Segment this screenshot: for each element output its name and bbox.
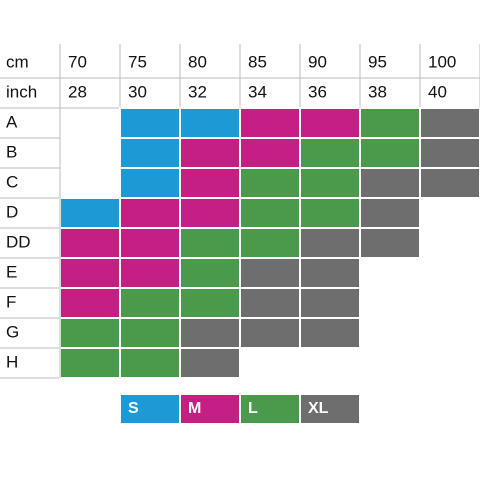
header-value: 90 bbox=[308, 52, 327, 71]
cup-label: DD bbox=[6, 232, 31, 251]
size-cell bbox=[119, 347, 181, 379]
size-cell bbox=[359, 197, 421, 229]
size-cell bbox=[59, 197, 121, 229]
size-cell bbox=[119, 317, 181, 349]
header-value: 40 bbox=[428, 82, 447, 101]
header-value: 32 bbox=[188, 82, 207, 101]
size-cell bbox=[179, 107, 241, 139]
header-label: inch bbox=[6, 82, 37, 101]
size-cell bbox=[239, 167, 301, 199]
size-cell bbox=[119, 107, 181, 139]
size-cell bbox=[59, 257, 121, 289]
cup-label: H bbox=[6, 352, 18, 371]
cup-label: G bbox=[6, 322, 19, 341]
size-cell bbox=[359, 107, 421, 139]
size-cell bbox=[239, 287, 301, 319]
size-cell bbox=[359, 137, 421, 169]
size-cell bbox=[179, 287, 241, 319]
size-cell bbox=[239, 227, 301, 259]
header-value: 30 bbox=[128, 82, 147, 101]
legend-label: XL bbox=[308, 400, 329, 417]
size-cell bbox=[179, 347, 241, 379]
size-cell bbox=[179, 197, 241, 229]
header-value: 85 bbox=[248, 52, 267, 71]
size-cell bbox=[299, 287, 361, 319]
size-cell bbox=[299, 257, 361, 289]
size-cell bbox=[239, 257, 301, 289]
header-label: cm bbox=[6, 52, 29, 71]
size-cell bbox=[119, 227, 181, 259]
header-value: 95 bbox=[368, 52, 387, 71]
size-cell bbox=[239, 197, 301, 229]
header-value: 70 bbox=[68, 52, 87, 71]
cup-label: B bbox=[6, 142, 17, 161]
size-cell bbox=[119, 257, 181, 289]
size-cell bbox=[299, 107, 361, 139]
cup-label: F bbox=[6, 292, 16, 311]
size-cell bbox=[119, 137, 181, 169]
size-cell bbox=[419, 107, 480, 139]
size-cell bbox=[179, 257, 241, 289]
size-cell bbox=[239, 137, 301, 169]
legend-swatch bbox=[299, 393, 361, 425]
size-cell bbox=[419, 137, 480, 169]
header-value: 36 bbox=[308, 82, 327, 101]
size-cell bbox=[119, 197, 181, 229]
header-value: 38 bbox=[368, 82, 387, 101]
size-cell bbox=[359, 167, 421, 199]
cup-label: C bbox=[6, 172, 18, 191]
size-cell bbox=[299, 137, 361, 169]
size-cell bbox=[179, 317, 241, 349]
size-cell bbox=[239, 107, 301, 139]
legend-swatch bbox=[119, 393, 181, 425]
size-cell bbox=[59, 347, 121, 379]
size-cell bbox=[59, 287, 121, 319]
size-cell bbox=[179, 137, 241, 169]
header-value: 34 bbox=[248, 82, 267, 101]
header-value: 80 bbox=[188, 52, 207, 71]
size-cell bbox=[59, 317, 121, 349]
legend-label: M bbox=[188, 400, 201, 417]
size-cell bbox=[59, 227, 121, 259]
legend-label: L bbox=[248, 400, 258, 417]
cup-label: E bbox=[6, 262, 17, 281]
cup-label: D bbox=[6, 202, 18, 221]
size-cell bbox=[359, 227, 421, 259]
size-cell bbox=[179, 227, 241, 259]
size-cell bbox=[299, 197, 361, 229]
size-cell bbox=[119, 287, 181, 319]
size-cell bbox=[299, 227, 361, 259]
size-cell bbox=[419, 167, 480, 199]
legend-swatch bbox=[239, 393, 301, 425]
size-cell bbox=[179, 167, 241, 199]
header-value: 75 bbox=[128, 52, 147, 71]
header-value: 100 bbox=[428, 52, 456, 71]
cup-label: A bbox=[6, 112, 18, 131]
legend-swatch bbox=[179, 393, 241, 425]
legend-label: S bbox=[128, 400, 139, 417]
size-cell bbox=[299, 317, 361, 349]
size-cell bbox=[239, 317, 301, 349]
size-cell bbox=[119, 167, 181, 199]
header-value: 28 bbox=[68, 82, 87, 101]
size-cell bbox=[299, 167, 361, 199]
